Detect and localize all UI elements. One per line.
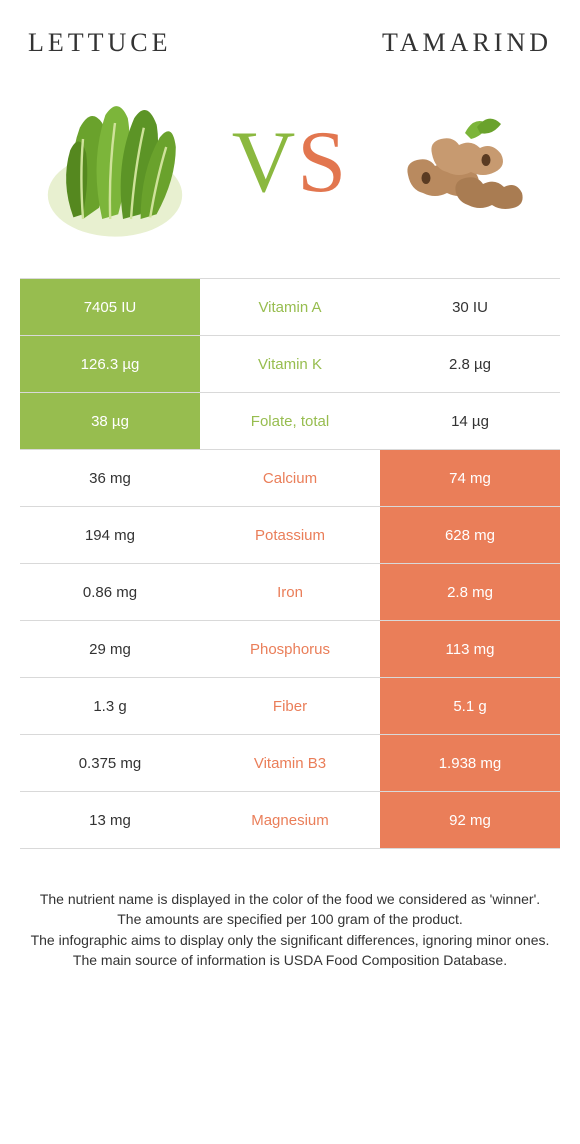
- tamarind-icon: [370, 78, 560, 248]
- cell-left-value: 29 mg: [20, 621, 200, 677]
- cell-right-value: 2.8 mg: [380, 564, 560, 620]
- cell-nutrient-name: Phosphorus: [200, 621, 380, 677]
- cell-right-value: 2.8 µg: [380, 336, 560, 392]
- cell-nutrient-name: Vitamin B3: [200, 735, 380, 791]
- cell-right-value: 113 mg: [380, 621, 560, 677]
- table-row: 7405 IUVitamin A30 IU: [20, 279, 560, 336]
- cell-left-value: 13 mg: [20, 792, 200, 848]
- table-row: 13 mgMagnesium92 mg: [20, 792, 560, 849]
- nutrient-table: 7405 IUVitamin A30 IU126.3 µgVitamin K2.…: [20, 278, 560, 849]
- header: LETTUCE TAMARIND: [0, 0, 580, 68]
- food-title-left: LETTUCE: [28, 28, 172, 58]
- cell-left-value: 0.86 mg: [20, 564, 200, 620]
- cell-right-value: 5.1 g: [380, 678, 560, 734]
- cell-right-value: 14 µg: [380, 393, 560, 449]
- footer-line: The nutrient name is displayed in the co…: [20, 889, 560, 909]
- table-row: 36 mgCalcium74 mg: [20, 450, 560, 507]
- cell-right-value: 1.938 mg: [380, 735, 560, 791]
- cell-left-value: 194 mg: [20, 507, 200, 563]
- cell-right-value: 92 mg: [380, 792, 560, 848]
- vs-label: VS: [232, 119, 349, 207]
- images-row: VS: [0, 68, 580, 278]
- table-row: 126.3 µgVitamin K2.8 µg: [20, 336, 560, 393]
- cell-nutrient-name: Iron: [200, 564, 380, 620]
- table-row: 0.86 mgIron2.8 mg: [20, 564, 560, 621]
- cell-nutrient-name: Magnesium: [200, 792, 380, 848]
- cell-nutrient-name: Folate, total: [200, 393, 380, 449]
- table-row: 0.375 mgVitamin B31.938 mg: [20, 735, 560, 792]
- table-row: 194 mgPotassium628 mg: [20, 507, 560, 564]
- table-row: 1.3 gFiber5.1 g: [20, 678, 560, 735]
- cell-left-value: 7405 IU: [20, 279, 200, 335]
- cell-left-value: 36 mg: [20, 450, 200, 506]
- cell-nutrient-name: Fiber: [200, 678, 380, 734]
- footer-line: The amounts are specified per 100 gram o…: [20, 909, 560, 929]
- vs-letter-v: V: [232, 114, 298, 211]
- cell-left-value: 38 µg: [20, 393, 200, 449]
- cell-nutrient-name: Vitamin K: [200, 336, 380, 392]
- cell-nutrient-name: Calcium: [200, 450, 380, 506]
- table-row: 29 mgPhosphorus113 mg: [20, 621, 560, 678]
- footer-line: The main source of information is USDA F…: [20, 950, 560, 970]
- cell-right-value: 74 mg: [380, 450, 560, 506]
- vs-letter-s: S: [297, 114, 348, 211]
- cell-nutrient-name: Potassium: [200, 507, 380, 563]
- footer-notes: The nutrient name is displayed in the co…: [0, 849, 580, 990]
- table-row: 38 µgFolate, total14 µg: [20, 393, 560, 450]
- cell-nutrient-name: Vitamin A: [200, 279, 380, 335]
- cell-right-value: 30 IU: [380, 279, 560, 335]
- lettuce-icon: [20, 78, 210, 248]
- cell-left-value: 0.375 mg: [20, 735, 200, 791]
- cell-right-value: 628 mg: [380, 507, 560, 563]
- food-title-right: TAMARIND: [382, 28, 552, 58]
- cell-left-value: 1.3 g: [20, 678, 200, 734]
- footer-line: The infographic aims to display only the…: [20, 930, 560, 950]
- cell-left-value: 126.3 µg: [20, 336, 200, 392]
